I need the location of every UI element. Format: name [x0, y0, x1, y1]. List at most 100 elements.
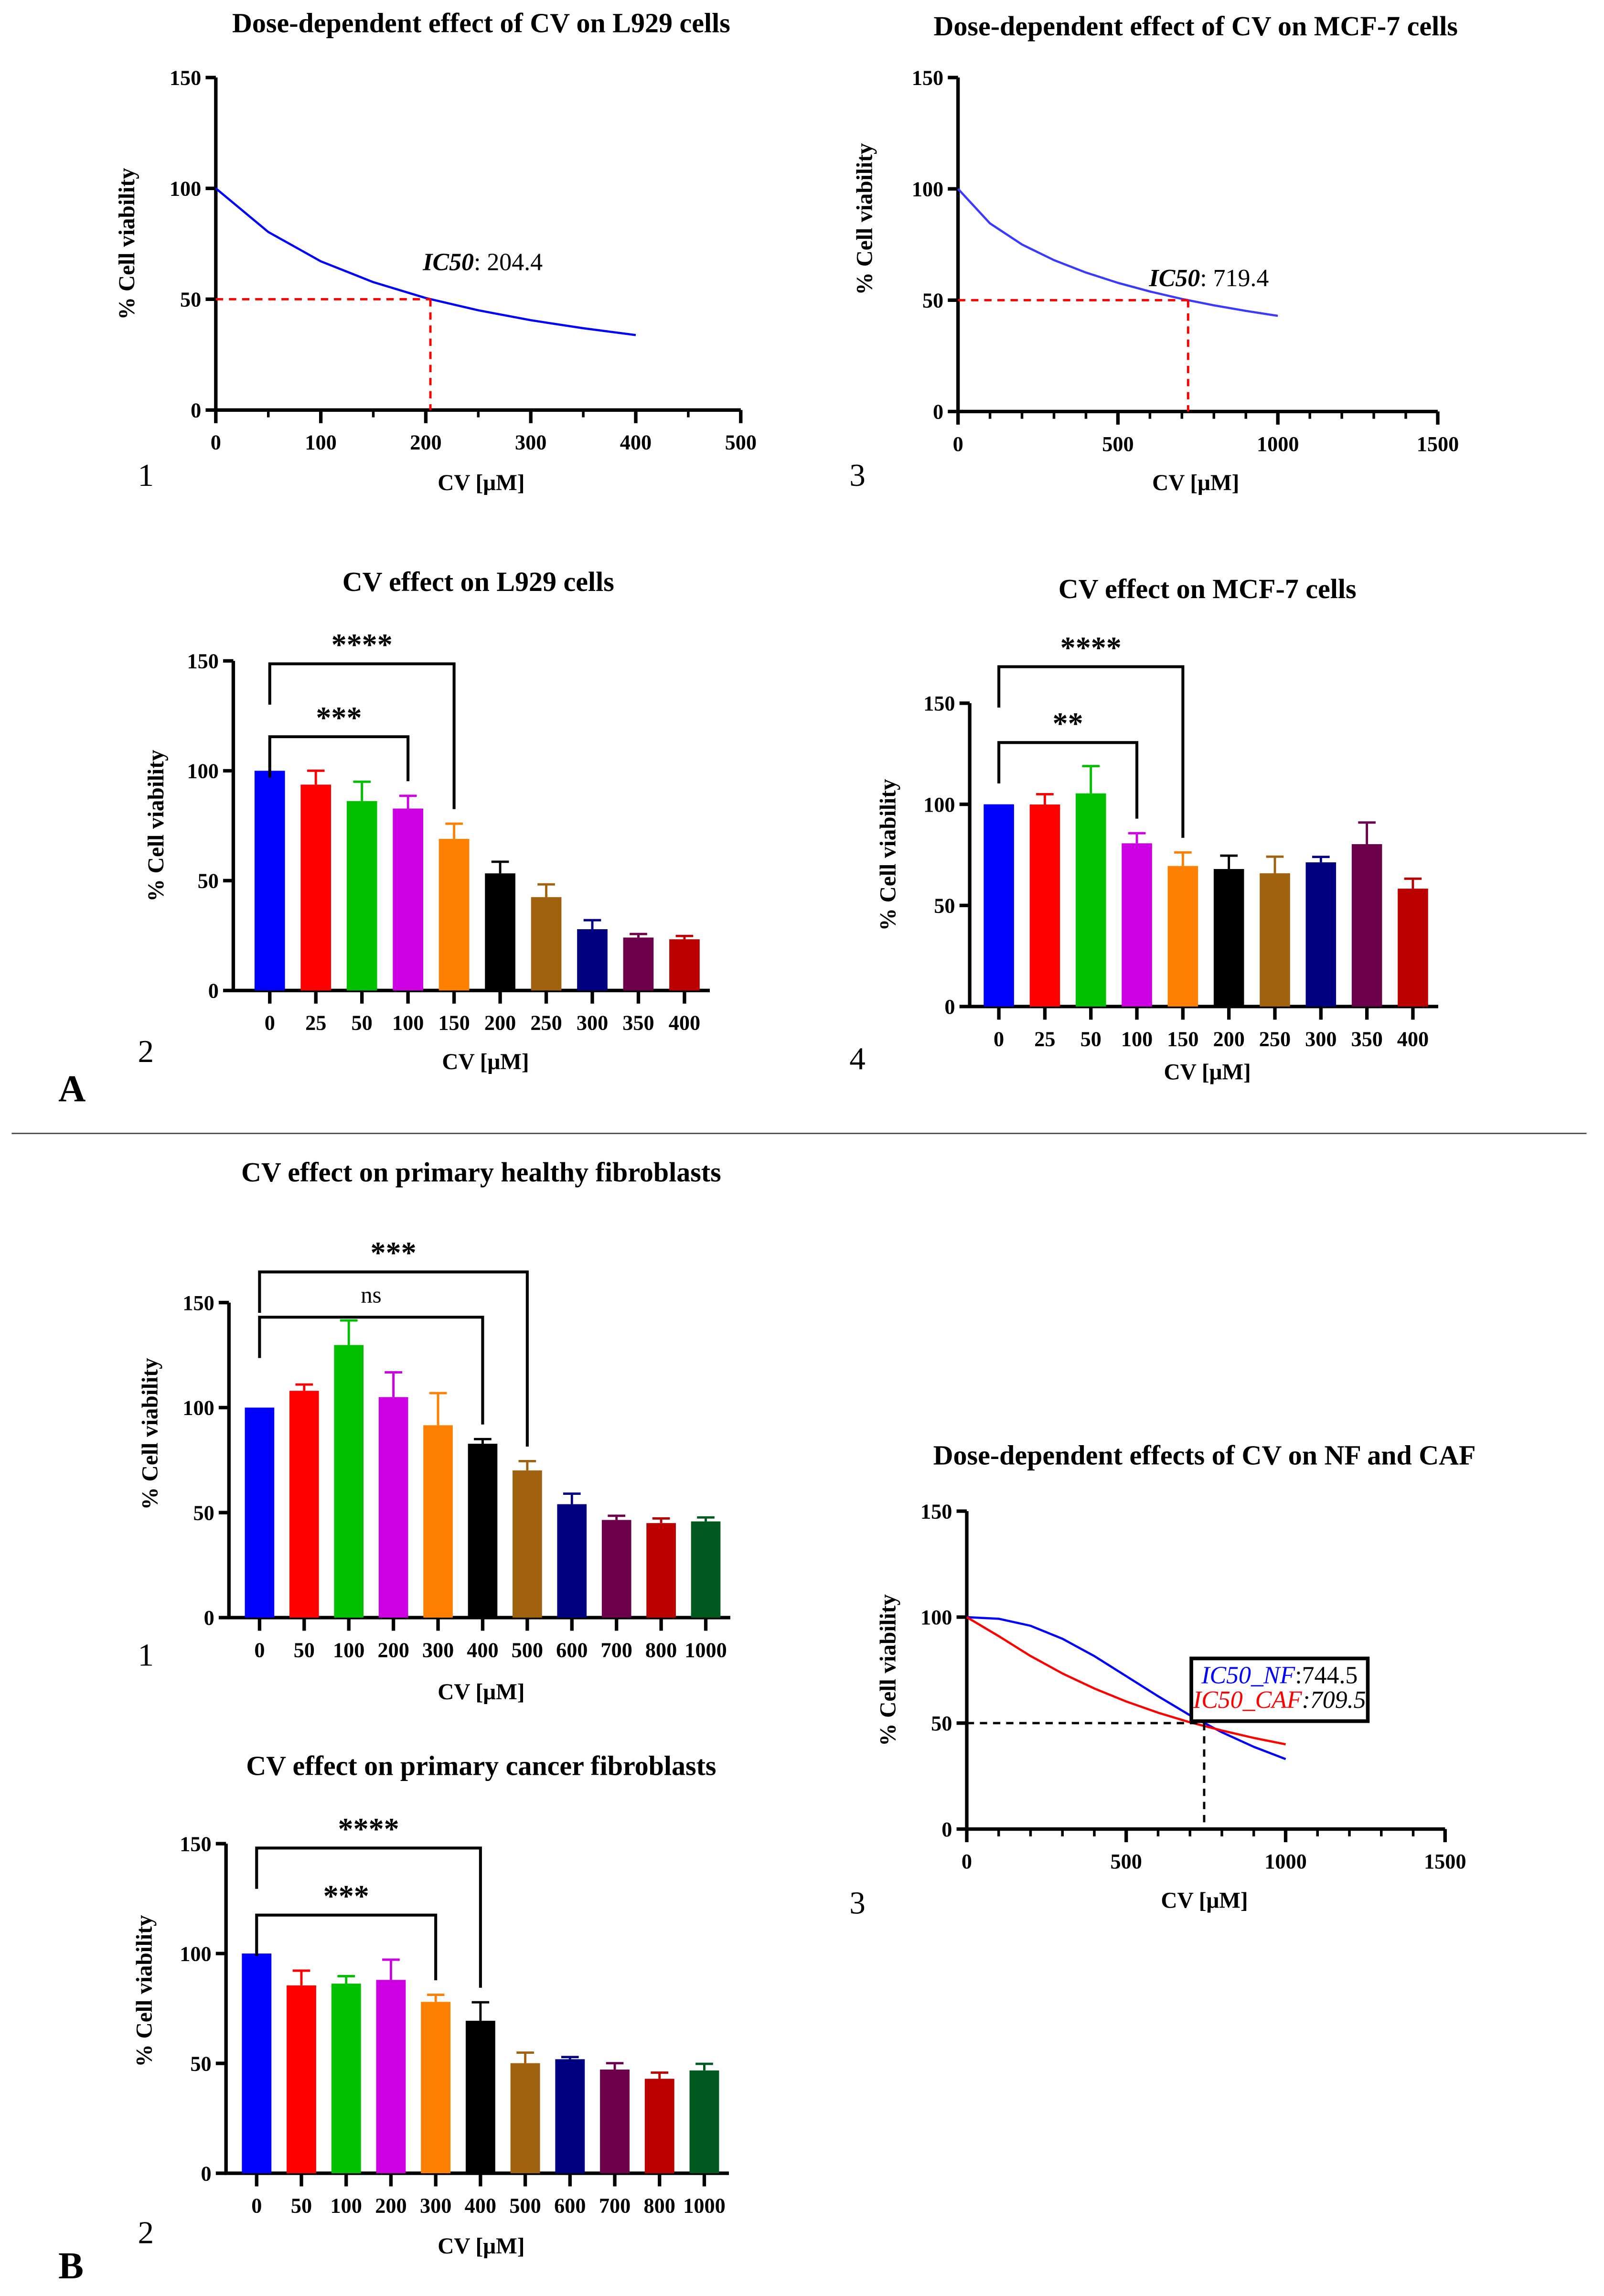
x-tick-label: 250	[530, 1011, 562, 1035]
x-tick-label: 350	[1351, 1027, 1382, 1051]
x-tick-label: 200	[484, 1011, 516, 1035]
bar	[510, 2063, 540, 2174]
x-tick-label: 300	[577, 1011, 608, 1035]
y-tick-label: 100	[187, 760, 219, 783]
y-tick-label: 0	[208, 979, 219, 1003]
significance-bracket	[258, 1316, 484, 1425]
x-tick-label: 600	[554, 2194, 586, 2217]
significance-label: ***	[371, 1236, 417, 1270]
chart-b1: CV effect on primary healthy fibroblasts…	[138, 1157, 730, 1705]
x-tick-label: 100	[305, 431, 336, 454]
y-tick-label: 150	[923, 692, 955, 715]
x-axis-label: CV [μM]	[1164, 1060, 1251, 1085]
x-axis-label: CV [μM]	[442, 1050, 529, 1074]
bar	[644, 2079, 674, 2174]
bar	[689, 2070, 719, 2174]
x-tick-label: 0	[962, 1850, 972, 1873]
x-tick-label: 1000	[683, 2194, 726, 2217]
panel-number: 3	[849, 457, 866, 493]
y-axis-label: % Cell viability	[132, 1915, 157, 2067]
x-tick-label: 150	[1167, 1027, 1198, 1051]
y-tick-label: 100	[923, 793, 955, 816]
significance-label: ****	[331, 628, 393, 662]
x-tick-label: 250	[1259, 1027, 1291, 1051]
x-tick-label: 1000	[684, 1638, 727, 1662]
x-tick-label: 400	[1397, 1027, 1429, 1051]
y-tick-label: 100	[170, 177, 201, 201]
significance-bracket	[258, 1270, 529, 1447]
panel-number: 2	[138, 1033, 154, 1069]
x-axis-label: CV [μM]	[438, 2234, 524, 2259]
significance-label: **	[1053, 707, 1083, 740]
bar	[1075, 793, 1106, 1007]
y-tick-label: 150	[920, 1500, 952, 1523]
x-tick-label: 0	[953, 432, 963, 456]
y-tick-label: 100	[912, 178, 943, 201]
x-tick-label: 200	[375, 2194, 406, 2217]
bar	[513, 1470, 542, 1618]
y-tick-label: 0	[944, 995, 955, 1019]
significance-bracket	[255, 1846, 482, 1988]
x-tick-label: 400	[467, 1638, 498, 1662]
ic50-value: :744.5	[1295, 1662, 1358, 1689]
x-tick-label: 500	[509, 2194, 541, 2217]
x-tick-label: 300	[1305, 1027, 1337, 1051]
ic50-label: IC50	[422, 248, 474, 276]
x-tick-label: 400	[669, 1011, 700, 1035]
y-tick-label: 0	[933, 400, 943, 424]
bar	[1398, 889, 1428, 1007]
y-tick-label: 50	[934, 894, 955, 917]
ic50-annotation: IC50: 204.4	[422, 248, 543, 276]
x-tick-label: 25	[1034, 1027, 1055, 1051]
significance-label: ***	[316, 701, 362, 735]
y-tick-label: 100	[920, 1606, 952, 1629]
significance-label: ***	[323, 1879, 369, 1913]
x-tick-label: 100	[333, 1638, 364, 1662]
bar	[465, 2020, 495, 2174]
y-tick-label: 150	[180, 1832, 211, 1856]
panel-number: 2	[138, 2215, 154, 2251]
x-tick-label: 400	[465, 2194, 496, 2217]
bar	[623, 937, 654, 991]
x-tick-label: 200	[377, 1638, 409, 1662]
bar	[378, 1397, 408, 1618]
chart-title: CV effect on primary cancer fibroblasts	[246, 1750, 716, 1781]
x-tick-label: 100	[331, 2194, 362, 2217]
y-tick-label: 150	[182, 1291, 214, 1315]
chart-title: Dose-dependent effects of CV on NF and C…	[933, 1439, 1476, 1470]
x-tick-label: 700	[599, 2194, 631, 2217]
bar	[600, 2069, 630, 2174]
ic50-annotation: IC50_NF:744.5	[1201, 1662, 1358, 1689]
chart-title: CV effect on L929 cells	[342, 566, 614, 597]
x-axis-label: CV [μM]	[438, 1680, 524, 1705]
chart-b2: CV effect on primary cancer fibroblasts 2…	[132, 1750, 729, 2259]
x-tick-label: 1000	[1257, 432, 1299, 456]
y-axis-label: % Cell viability	[115, 168, 139, 320]
y-axis-label: % Cell viability	[853, 143, 877, 295]
x-tick-label: 50	[294, 1638, 315, 1662]
y-tick-label: 0	[191, 399, 201, 422]
y-tick-label: 50	[180, 288, 201, 311]
x-tick-label: 0	[994, 1027, 1004, 1051]
bar	[669, 939, 700, 991]
significance-bracket	[268, 735, 410, 782]
bar	[646, 1523, 676, 1618]
significance-label: ****	[338, 1812, 399, 1846]
x-tick-label: 1000	[1264, 1850, 1307, 1873]
chart-title: Dose-dependent effect of CV on MCF-7 cel…	[934, 11, 1458, 42]
significance-bracket	[997, 741, 1139, 819]
bar	[557, 1504, 587, 1618]
x-tick-label: 800	[644, 2194, 675, 2217]
bar	[331, 1984, 361, 2174]
chart-title: CV effect on primary healthy fibroblasts	[241, 1157, 721, 1188]
bar	[1122, 843, 1152, 1007]
bar	[438, 838, 470, 991]
x-tick-label: 100	[1121, 1027, 1153, 1051]
curve-series-1	[966, 1616, 1286, 1760]
y-axis-label: % Cell viability	[144, 750, 169, 901]
x-tick-label: 800	[645, 1638, 677, 1662]
x-tick-label: 200	[410, 431, 441, 454]
bar	[691, 1521, 721, 1618]
x-tick-label: 0	[265, 1011, 275, 1035]
y-tick-label: 150	[912, 66, 943, 90]
